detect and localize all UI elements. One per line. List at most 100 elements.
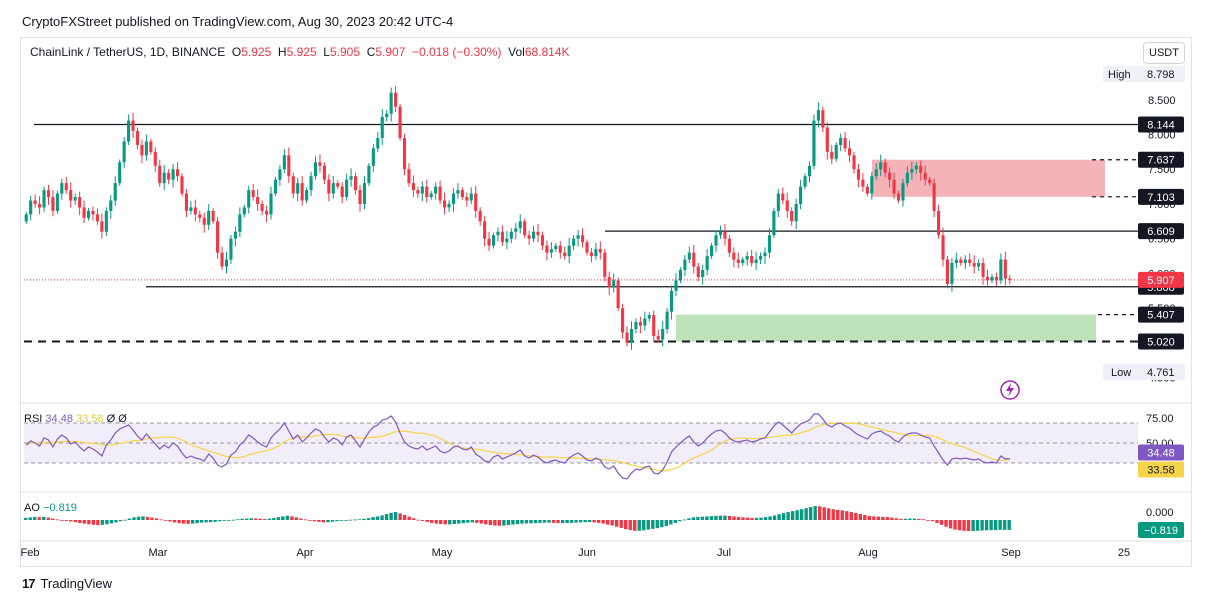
ao-bar [962,520,966,531]
candle-body [224,259,229,267]
symbol-name[interactable]: ChainLink / TetherUS, 1D, BINANCE [30,45,226,59]
ao-bar [917,518,921,520]
ao-bar [461,520,465,524]
candle-body [612,280,616,288]
candle-body [669,290,674,312]
low-label: Low [1111,367,1131,379]
ao-bar [745,517,750,520]
ao-bar [547,520,551,523]
ao-bar [637,520,641,531]
ao-bar [457,520,461,524]
candle-body [812,120,816,166]
candle-body [732,252,736,260]
ao-bar [285,515,290,520]
resistance-zone [872,159,1105,197]
rsi-legend[interactable]: RSI 34.48 33.58 Ø Ø [24,413,127,425]
ao-bar [448,520,452,525]
rsi-ma-tag [1138,461,1184,478]
ao-bar [687,518,691,520]
time-axis-tick: Sep [1001,547,1021,559]
candle-body [932,183,936,211]
candle-body [394,92,398,107]
high-label: H [277,45,287,59]
candle-body [959,259,963,264]
candle-body [540,235,545,246]
ao-bar [511,520,515,525]
candle-body [407,169,411,184]
candle-body [723,231,727,239]
ao-bar [790,511,795,520]
level-price-label: 5.407 [1147,310,1175,322]
ao-bar [610,520,614,526]
current-price-label: 5.907 [1147,275,1175,287]
ao-bar [470,520,475,523]
ao-bar [430,520,434,523]
tradingview-brand: TradingView [40,576,113,591]
ao-bar [921,519,926,521]
ao-bar [863,514,867,520]
ao-bar [813,506,817,520]
ao-bar [105,520,109,525]
candle-body [816,110,820,121]
ao-bar [190,520,195,524]
ao-bar [619,520,623,528]
ao-bar [836,509,840,520]
ao-bar [750,517,754,520]
candle-body [763,252,767,257]
ao-bar [87,520,91,525]
candle-body [576,235,580,239]
tradingview-logo[interactable]: 17 TradingView [22,576,112,591]
candle-body [790,210,794,222]
currency-button[interactable]: USDT [1143,42,1185,64]
ao-bar [172,520,177,523]
ao-bar [42,516,46,520]
candle-body [629,329,634,343]
ao-bar [55,519,59,521]
candle-body [585,242,589,253]
time-axis-tick: Feb [21,547,40,559]
ao-bar [664,520,669,526]
candle-body [175,169,180,177]
candle-body [572,238,576,246]
ao-bar [357,519,362,521]
candle-body [140,144,144,156]
ao-bar [344,520,348,521]
high-value: 8.798 [1147,69,1175,81]
level-price-label: 7.637 [1147,155,1175,167]
candle-body [807,165,812,177]
candle-body [24,214,28,222]
candle-body [242,207,246,215]
ao-name: AO [24,502,40,514]
candle-body [69,190,73,201]
ao-bar [82,520,87,524]
ao-bar [691,517,696,520]
ao-bar [51,518,55,520]
candle-body [491,235,496,246]
ao-bar [682,519,687,521]
candle-body [678,269,682,281]
rsi-value-label: 34.48 [1147,448,1175,460]
ao-bar [303,519,308,521]
ao-legend[interactable]: AO −0.819 [24,502,77,514]
candle-body [438,186,442,201]
level-price-tag [1138,116,1184,133]
candle-body [229,238,233,260]
ao-bar [524,520,529,524]
ao-bar [655,520,659,529]
candle-body [180,176,184,194]
candle-body [300,183,304,201]
ao-bar [583,520,587,523]
candle-body [505,238,509,243]
ao-bar [542,520,547,523]
candle-body [256,197,260,204]
ao-bar [375,516,380,520]
ao-bar [91,520,96,525]
candle-body [647,315,651,319]
candle-body [460,190,464,198]
ao-bar [601,520,605,524]
candle-body [478,210,482,222]
high-tag [1103,66,1185,82]
ao-bar [569,520,574,523]
ao-bar [890,517,894,520]
